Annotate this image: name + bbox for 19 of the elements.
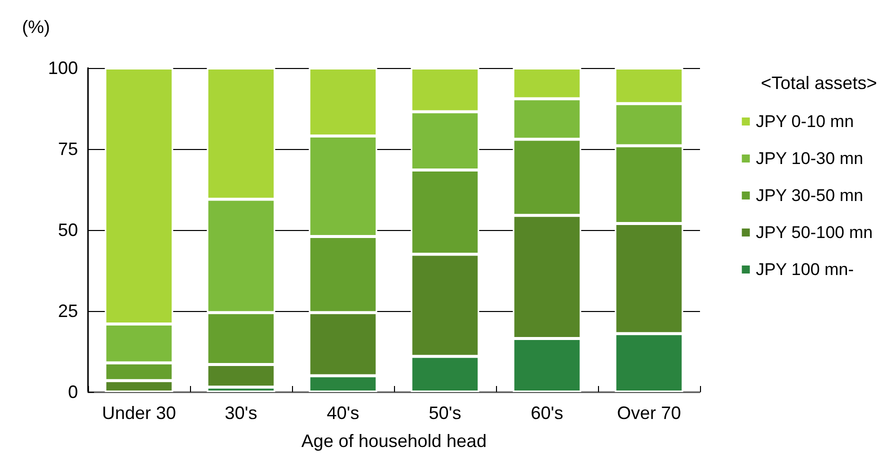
legend-label: JPY 100 mn- [756,260,854,279]
x-tick-label: 30's [224,403,258,423]
legend-title: <Total assets> [760,73,878,93]
x-tick-label: 50's [428,403,462,423]
y-axis-title: (%) [22,17,50,37]
legend-label: JPY 10-30 mn [756,149,864,168]
legend-label: JPY 0-10 mn [756,112,854,131]
x-tick-label: Over 70 [616,403,682,423]
y-tick-label: 100 [48,58,78,78]
x-tick-label: Under 30 [102,403,176,423]
y-tick-label: 75 [58,139,78,159]
legend-label: JPY 30-50 mn [756,186,864,205]
x-tick-label: 40's [326,403,360,423]
x-axis-title: Age of household head [301,431,487,451]
y-tick-label: 25 [58,301,78,321]
y-tick-label: 50 [58,220,78,240]
legend-label: JPY 50-100 mn [756,223,873,242]
y-tick-label: 0 [68,382,78,402]
x-tick-label: 60's [530,403,564,423]
